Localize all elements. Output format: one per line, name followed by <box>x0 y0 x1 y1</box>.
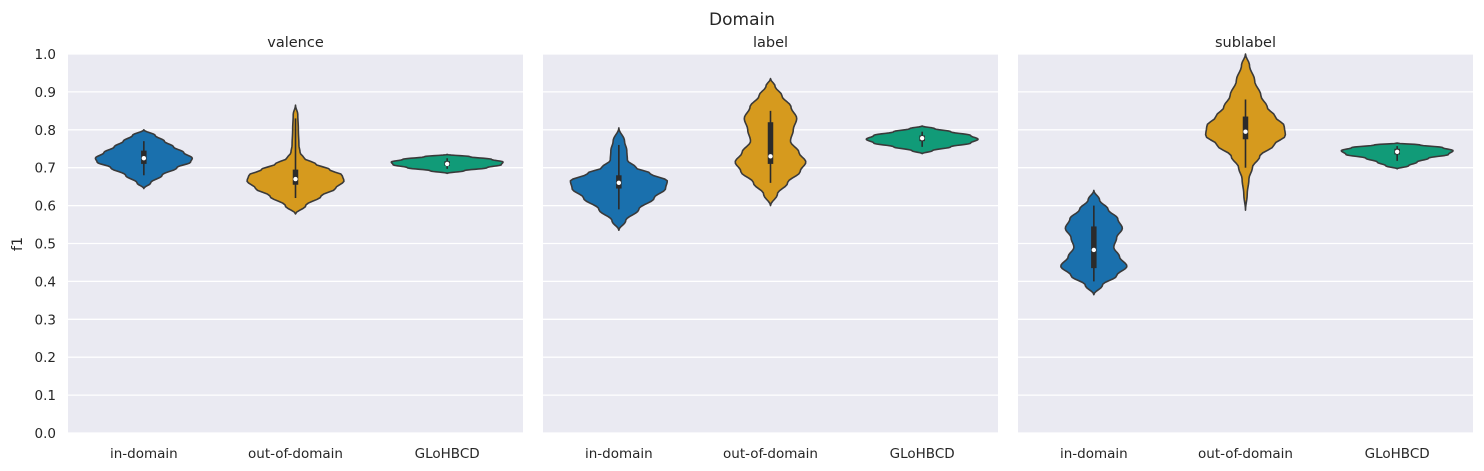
y-tick-label: 0.3 <box>35 312 56 328</box>
x-tick-label: in-domain <box>1060 446 1128 462</box>
x-tick-label: out-of-domain <box>248 446 343 462</box>
violin-median <box>444 161 450 167</box>
violin-median <box>919 135 925 141</box>
y-tick-label: 0.7 <box>35 161 56 177</box>
y-tick-label: 1.0 <box>35 47 56 63</box>
violin-median <box>293 176 298 182</box>
violin-median <box>616 180 622 186</box>
y-tick-label: 0.9 <box>35 85 56 101</box>
y-tick-label: 0.0 <box>35 426 56 442</box>
x-tick-label: in-domain <box>585 446 653 462</box>
y-tick-label: 0.1 <box>35 388 56 404</box>
violin-median <box>768 154 773 159</box>
x-tick-label: GLoHBCD <box>415 446 480 462</box>
x-tick-label: GLoHBCD <box>890 446 955 462</box>
violin-median <box>1394 149 1400 154</box>
panel-title: valence <box>267 35 324 51</box>
y-tick-label: 0.6 <box>35 199 56 215</box>
y-tick-label: 0.8 <box>35 123 56 139</box>
panel-label: label in-domain out-of-domain GLoHBCD <box>543 35 998 462</box>
violin-median <box>1091 247 1097 253</box>
y-tick-label: 0.5 <box>35 237 56 253</box>
y-tick-label: 0.4 <box>35 274 56 290</box>
violin-median <box>1243 129 1248 134</box>
x-tick-label: GLoHBCD <box>1365 446 1430 462</box>
panel-title: label <box>753 35 788 51</box>
panel-title: sublabel <box>1215 35 1276 51</box>
x-tick-label: out-of-domain <box>1198 446 1293 462</box>
x-tick-label: in-domain <box>110 446 178 462</box>
violin-median <box>141 156 147 161</box>
panel-valence: 0.0 0.1 0.2 0.3 0.4 0.5 0.6 0.7 0.8 0.9 1.0 valence… <box>35 35 523 462</box>
panel-sublabel: sublabel in-domain out-of-domain GLoHBCD <box>1018 35 1473 462</box>
y-tick-label: 0.2 <box>35 350 56 366</box>
y-axis-label: f1 <box>10 237 26 251</box>
figure-title: Domain <box>709 10 775 30</box>
x-tick-label: out-of-domain <box>723 446 818 462</box>
